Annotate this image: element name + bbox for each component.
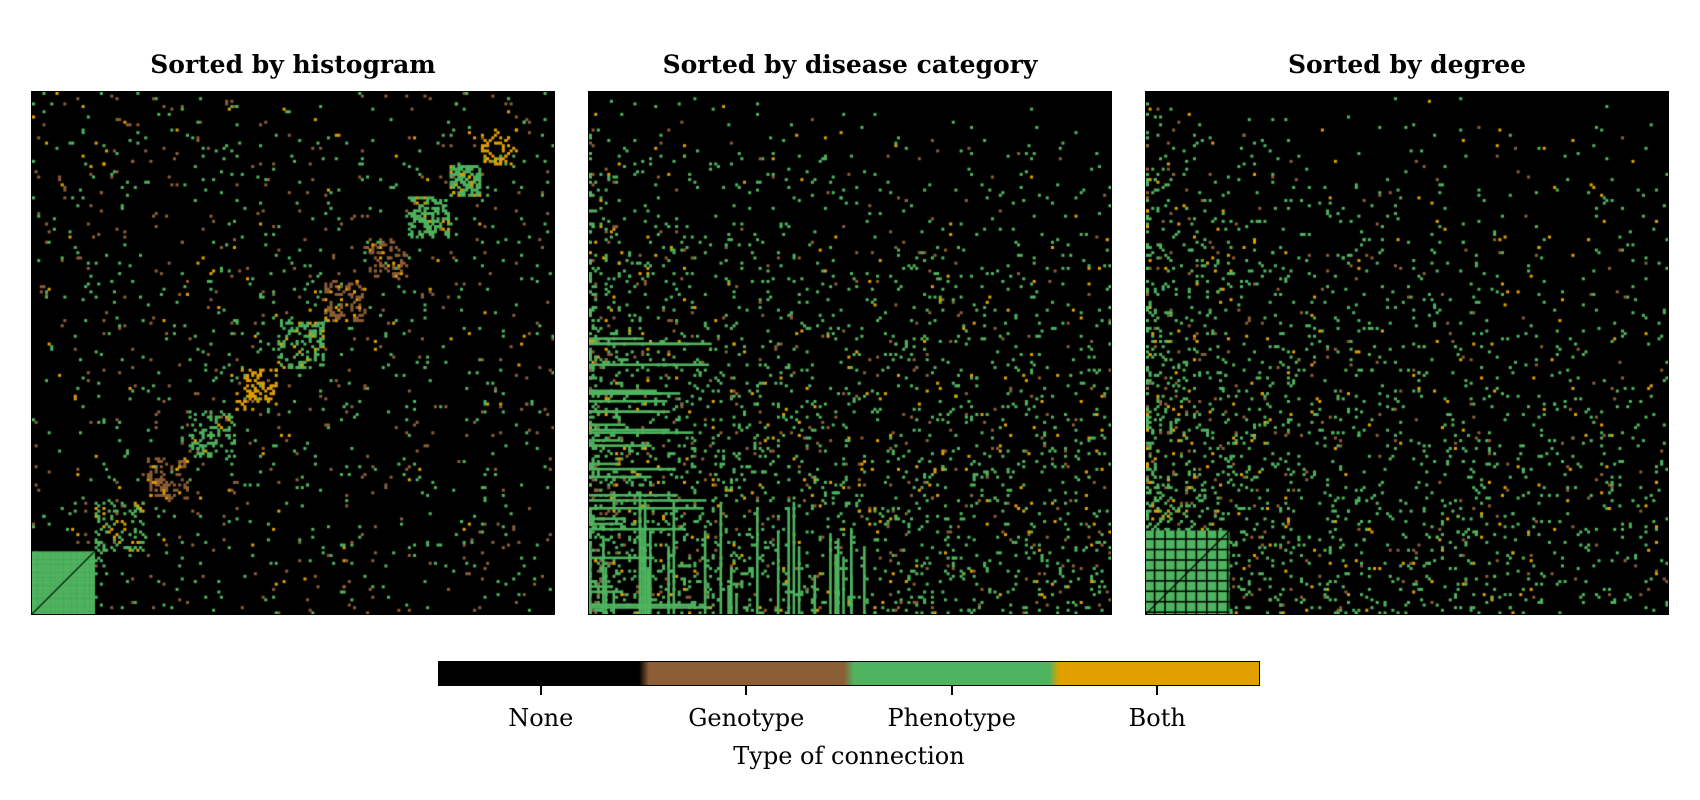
colorbar-label-genotype: Genotype (688, 704, 805, 732)
colorbar-label-phenotype: Phenotype (887, 704, 1016, 732)
colorbar-tick (539, 686, 542, 695)
colorbar-tick (745, 686, 748, 695)
heatmap-disease-category (588, 91, 1112, 615)
colorbar-tick (950, 686, 953, 695)
panel-title-degree: Sorted by degree (1287, 50, 1527, 79)
panel-title-histogram: Sorted by histogram (150, 50, 436, 79)
colorbar-label-none: None (508, 704, 574, 732)
colorbar (438, 661, 1260, 686)
colorbar-tick (1156, 686, 1159, 695)
panel-title-disease-category: Sorted by disease category (662, 50, 1038, 79)
heatmap-histogram (31, 91, 555, 615)
colorbar-label-both: Both (1128, 704, 1186, 732)
colorbar-title: Type of connection (733, 742, 965, 770)
heatmap-degree (1145, 91, 1669, 615)
